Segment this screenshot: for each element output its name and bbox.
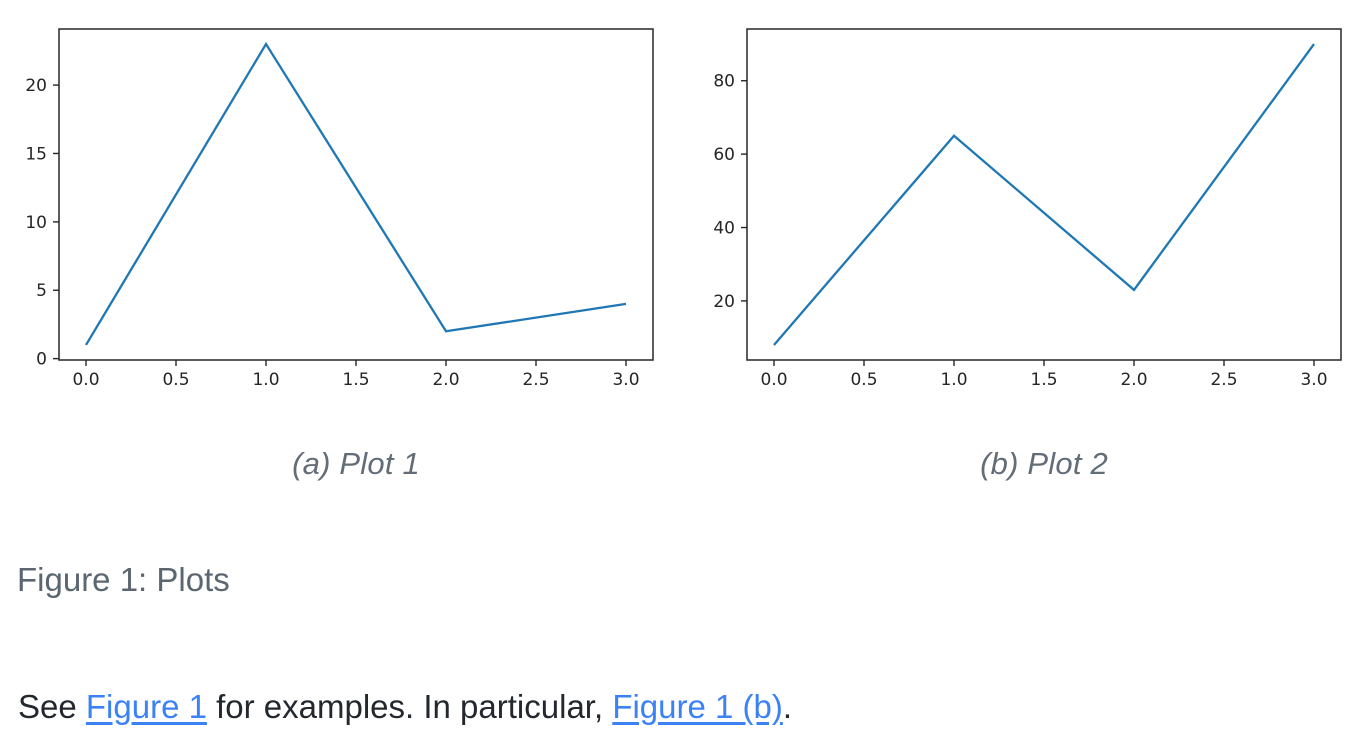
- x-tick-label: 1.5: [1030, 370, 1057, 390]
- plot-frame: [746, 28, 1342, 361]
- x-tick-label: 0.0: [72, 370, 99, 390]
- x-tick-label: 2.0: [1120, 370, 1147, 390]
- paragraph-text-before: See: [18, 688, 86, 725]
- x-tick-label: 3.0: [1300, 370, 1327, 390]
- x-tick-label: 0.5: [162, 370, 189, 390]
- subfigure-caption-b: (b) Plot 2: [980, 446, 1108, 481]
- paragraph-text-after: .: [782, 688, 793, 725]
- y-tick-label: 5: [36, 281, 47, 301]
- figure-caption: Figure 1: Plots: [17, 561, 230, 598]
- figure-charts-svg: 0.0 0.5 1.0 1.5 2.0 2.5 3.0 0 5 10 15 20 0.0 0.5 1.0 1…: [25, 28, 1342, 390]
- paragraph-text-middle: for examples. In particular,: [206, 688, 613, 725]
- x-tick-label: 0.5: [850, 370, 877, 390]
- y-tick-label: 20: [25, 76, 47, 96]
- y-tick-label: 10: [25, 213, 47, 233]
- x-tick-label: 0.0: [760, 370, 787, 390]
- figure-1-link[interactable]: Figure 1: [85, 688, 207, 725]
- line-chart-b: 0.0 0.5 1.0 1.5 2.0 2.5 3.0 20 40 60 80: [713, 28, 1342, 390]
- paragraph: See Figure 1 for examples. In particular…: [18, 688, 792, 726]
- data-line: [85, 41, 627, 346]
- y-tick-label: 40: [713, 219, 735, 239]
- y-tick-label: 80: [713, 72, 735, 92]
- y-tick-label: 15: [25, 144, 47, 164]
- figure-1b-link[interactable]: Figure 1 (b): [612, 688, 783, 725]
- y-tick-label: 60: [713, 145, 735, 165]
- x-tick-label: 1.5: [342, 370, 369, 390]
- subfigure-caption-a: (a) Plot 1: [292, 446, 420, 481]
- x-tick-label: 1.0: [252, 370, 279, 390]
- x-tick-label: 1.0: [940, 370, 967, 390]
- y-tick-label: 0: [36, 350, 47, 370]
- x-tick-label: 3.0: [612, 370, 639, 390]
- x-tick-label: 2.5: [1210, 370, 1237, 390]
- y-tick-label: 20: [713, 292, 735, 312]
- x-tick-label: 2.0: [432, 370, 459, 390]
- line-chart-a: 0.0 0.5 1.0 1.5 2.0 2.5 3.0 0 5 10 15 20: [25, 28, 654, 390]
- data-line: [773, 43, 1315, 346]
- x-tick-label: 2.5: [522, 370, 549, 390]
- plot-frame: [58, 28, 654, 361]
